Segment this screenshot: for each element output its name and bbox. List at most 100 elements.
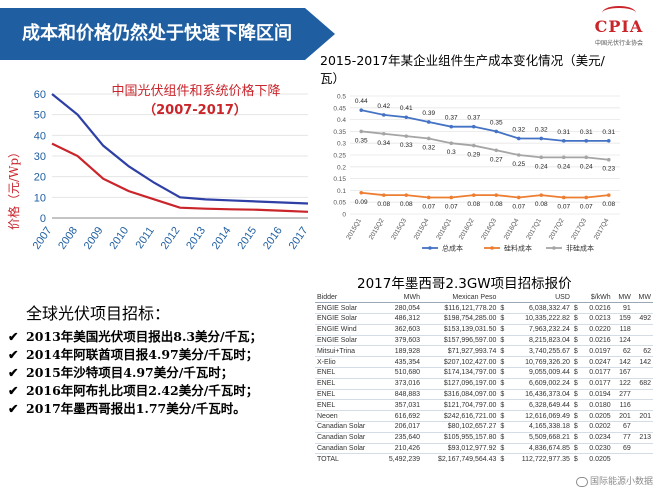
table-cell: 142 [632, 356, 653, 369]
project-item: ✔ 2017年墨西哥报出1.77美分/千瓦时。 [8, 400, 262, 418]
table-row: Canadian Solar 235,640 $105,955,157.80 $5,5… [315, 432, 653, 444]
x-tick-label: 2007 [31, 225, 55, 252]
cost-point [606, 139, 611, 143]
table-cell: 616,692 [378, 410, 423, 423]
projects-heading: 全球光伏项目招标： [26, 304, 171, 323]
slide-title: 成本和价格仍然处于快速下降区间 [22, 23, 292, 44]
table-cell: ENEL [315, 389, 379, 401]
table-cell: 67 [612, 421, 633, 433]
table-cell: $153,139,031.50 [422, 324, 499, 336]
cost-point [404, 115, 409, 120]
table-header-cell: Mexican Peso [422, 292, 499, 304]
table-cell: 848,883 [378, 389, 423, 401]
x-tick-label: 2014 [210, 225, 234, 252]
table-cell: Canadian Solar [315, 432, 379, 444]
table-cell: $80,102,657.27 [422, 421, 499, 433]
table-cell: 0.0202 [581, 421, 613, 433]
table-cell: $ [571, 378, 582, 390]
table-cell: 0.0205 [581, 410, 613, 423]
table-cell [632, 324, 653, 336]
project-item-text: 2013年美国光伏项目报出8.3美分/千瓦； [26, 329, 263, 344]
cost-series-line-0 [361, 109, 609, 142]
table-row: ENGIE Solar 280,054 $116,121,778.20 $6,038,… [315, 302, 653, 315]
data-label: 0.23 [602, 166, 615, 173]
cpia-logo: CPIA 中国光伏行业协会 [588, 6, 650, 52]
table-header-cell: MWh [378, 292, 423, 304]
table-row: ENEL 510,680 $174,134,797.00 $9,055,009.44 $… [315, 367, 653, 379]
table-cell [632, 421, 653, 433]
table-cell: $316,084,097.00 [422, 389, 499, 401]
table-cell: $ [498, 324, 509, 336]
table-cell: 510,680 [378, 367, 423, 379]
table-cell: ENEL [315, 378, 379, 390]
table-cell: $ [498, 345, 509, 358]
data-label: 0.24 [557, 163, 570, 170]
table-cell: Canadian Solar [315, 443, 379, 455]
table-cell: $ [498, 399, 509, 412]
table-cell: 486,312 [378, 313, 423, 325]
x-tick-label: 2011 [133, 225, 156, 251]
table-cell: $ [498, 443, 509, 455]
y-tick-label: 0.05 [333, 200, 346, 207]
table-cell [632, 399, 653, 412]
table-cell: ENGIE Solar [315, 335, 379, 347]
data-label: 0.33 [400, 142, 413, 149]
table-cell: 189,928 [378, 345, 423, 358]
table-cell: $ [498, 421, 509, 433]
table-cell: 112,722,977.35 [508, 453, 572, 465]
table-cell: Neoen [315, 410, 379, 423]
cost-point [539, 193, 544, 197]
table-cell: $ [571, 432, 582, 444]
cost-point [449, 124, 454, 129]
table-cell: 206,017 [378, 421, 423, 433]
table-cell: 8,215,823.04 [508, 335, 572, 347]
table-cell: ENEL [315, 399, 379, 412]
table-cell: 0.0177 [581, 378, 613, 390]
price-chart-subtitle: （2007-2017） [143, 103, 247, 118]
table-cell: 213 [632, 432, 653, 444]
bid-table: Bidder MWh Mexican Peso USD $/kWh MW MW ENGIE … [315, 292, 653, 465]
cost-point [606, 157, 611, 162]
cost-point [404, 134, 409, 138]
table-cell: $174,134,797.00 [422, 367, 499, 379]
table-cell: 362,603 [378, 324, 423, 336]
cost-point [426, 120, 431, 124]
data-label: 0.07 [580, 203, 593, 210]
table-cell: 6,609,002.24 [508, 378, 572, 390]
table-cell: 0.0177 [581, 367, 613, 379]
table-cell: 682 [632, 378, 653, 390]
data-label: 0.08 [400, 201, 413, 208]
data-label: 0.08 [602, 201, 615, 208]
data-label: 0.35 [490, 119, 503, 126]
table-cell: ENGIE Solar [315, 302, 379, 315]
table-header-cell: USD [498, 292, 572, 304]
table-header-cell: MW [632, 292, 653, 304]
cost-point [584, 155, 589, 160]
table-cell: $198,754,285.00 [422, 313, 499, 325]
data-label: 0.3 [447, 149, 456, 156]
cost-point [561, 195, 566, 200]
table-cell: $116,121,778.20 [422, 302, 499, 315]
data-label: 0.44 [355, 98, 368, 105]
table-cell: 69 [612, 443, 633, 455]
table-total-row: TOTAL 5,492,239 $2,167,749,564.43 $112,722,… [315, 453, 653, 465]
x-tick-label: 2017Q4 [593, 217, 611, 241]
data-label: 0.08 [490, 201, 503, 208]
table-row: ENEL 848,883 $316,084,097.00 $16,436,373.04… [315, 389, 653, 401]
table-cell: 0.0247 [581, 356, 613, 369]
y-tick-label: 20 [34, 172, 46, 184]
checkmark-icon: ✔ [8, 329, 19, 344]
data-label: 0.35 [355, 137, 368, 144]
x-tick-label: 2015Q4 [413, 217, 431, 241]
data-label: 0.34 [377, 140, 390, 147]
y-tick-label: 30 [34, 151, 46, 163]
table-cell: $ [571, 367, 582, 379]
table-cell: $ [498, 378, 509, 390]
cost-point [561, 155, 566, 160]
legend-label: 非硅成本 [566, 244, 594, 253]
table-row: Neoen 616,692 $242,616,721.00 $12,616,069.4… [315, 410, 653, 423]
table-cell: 5,509,668.21 [508, 432, 572, 444]
table-cell: Mitsui+Trina [315, 345, 379, 358]
table-row: Mitsui+Trina 189,928 $71,927,993.74 $3,740,… [315, 345, 653, 358]
table-cell: 492 [632, 313, 653, 325]
